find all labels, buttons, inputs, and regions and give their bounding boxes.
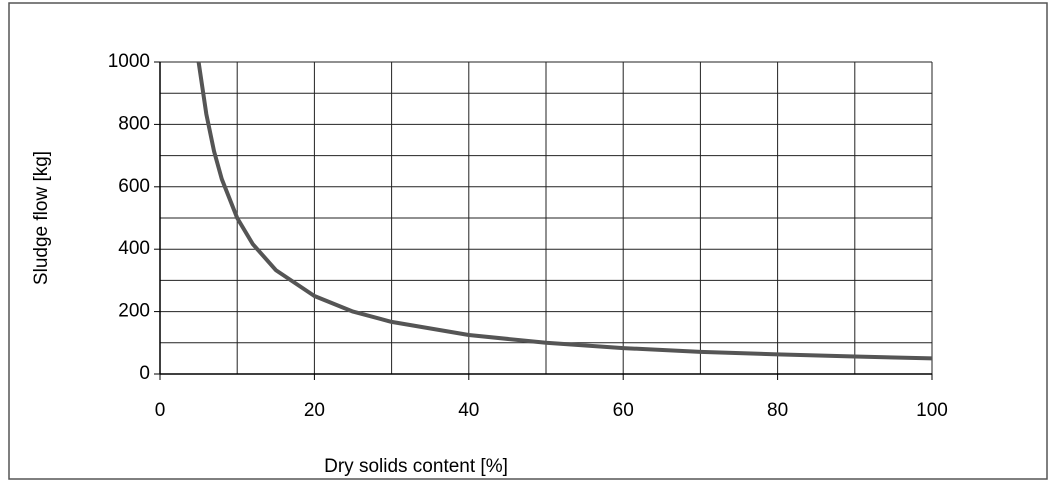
x-tick-label: 40 xyxy=(458,400,479,421)
x-tick-label: 0 xyxy=(155,400,166,421)
data-line xyxy=(196,61,933,361)
y-tick-label: 800 xyxy=(118,113,150,134)
x-axis-label: Dry solids content [%] xyxy=(324,456,508,477)
y-tick-label: 0 xyxy=(139,363,150,384)
y-tick-label: 1000 xyxy=(108,51,150,72)
chart-frame xyxy=(8,2,1048,480)
x-tick-label: 60 xyxy=(613,400,634,421)
y-tick-label: 200 xyxy=(118,301,150,322)
y-tick-label: 600 xyxy=(118,176,150,197)
x-tick-label: 100 xyxy=(916,400,948,421)
y-axis-label: Sludge flow [kg] xyxy=(31,151,52,285)
x-tick-label: 80 xyxy=(767,400,788,421)
x-tick-label: 20 xyxy=(304,400,325,421)
y-tick-label: 400 xyxy=(118,238,150,259)
